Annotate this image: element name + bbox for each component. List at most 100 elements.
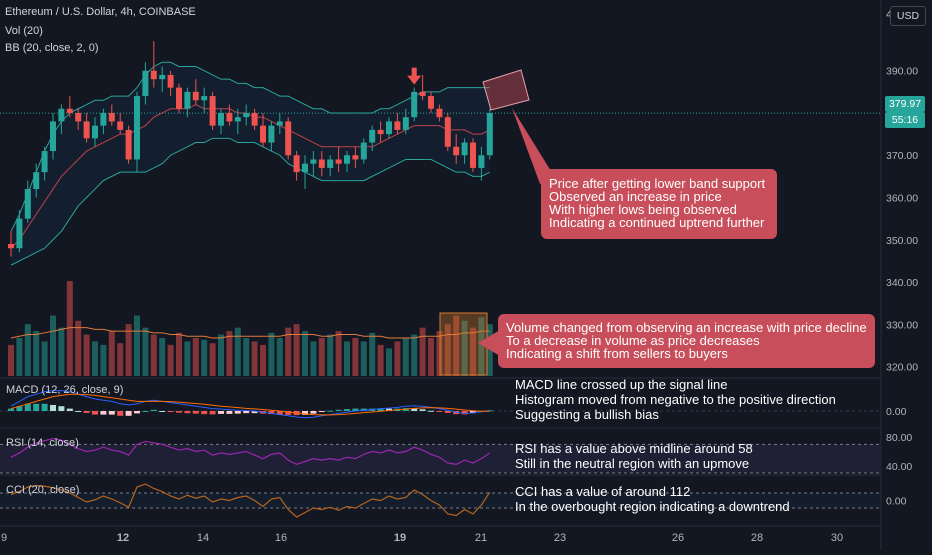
grid-lines — [0, 0, 882, 550]
top-axis-fragment: 4 — [886, 9, 892, 21]
volume-bar — [394, 341, 401, 376]
candle-body — [176, 87, 182, 109]
candlestick-series[interactable] — [8, 41, 493, 257]
currency-button[interactable]: USD — [890, 6, 926, 26]
macd-histogram-bar — [167, 411, 174, 412]
candle-body — [243, 112, 250, 118]
macd-histogram-bar — [66, 408, 73, 411]
volume-bar — [360, 341, 367, 376]
macd-histogram-bar — [108, 411, 115, 415]
volume-bar — [453, 315, 460, 376]
price-annotation-callout[interactable] — [541, 169, 777, 239]
candle-body — [125, 129, 132, 160]
bollinger-indicator-label[interactable]: BB (20, close, 2, 0) — [5, 42, 99, 54]
macd-note-line-2: Histogram moved from negative to the pos… — [515, 392, 836, 407]
macd-histogram-bar — [428, 410, 434, 412]
macd-histogram-bar — [386, 408, 392, 411]
volume-annotation-callout[interactable] — [498, 314, 875, 368]
volume-bar — [352, 338, 359, 376]
volume-note-line-3: Indicating a shift from sellers to buyer… — [506, 346, 728, 361]
volume-bar — [108, 331, 115, 376]
candle-body — [360, 142, 367, 160]
macd-histogram-bar — [8, 408, 14, 411]
cci-note-line-1: CCI has a value of around 112 — [515, 484, 691, 499]
price-note-line-4: Indicating a continued uptrend further — [549, 215, 765, 230]
candle-body — [377, 129, 384, 135]
macd-signal-line — [10, 393, 490, 416]
macd-indicator-label[interactable]: MACD (12, 26, close, 9) — [6, 384, 124, 396]
volume-bar — [16, 338, 23, 376]
candle-body — [344, 155, 350, 164]
volume-bar — [260, 344, 266, 376]
rsi-pane — [0, 437, 880, 474]
volume-bar — [92, 341, 98, 376]
candle-body — [142, 70, 149, 97]
candle-body — [33, 172, 40, 190]
price-tick-label: 320.00 — [886, 362, 918, 374]
volume-bar — [234, 327, 241, 376]
macd-histogram-bar — [201, 411, 208, 415]
volume-bar — [100, 344, 107, 376]
cci-line — [10, 483, 491, 518]
macd-histogram-bar — [352, 408, 359, 411]
volume-bar — [58, 327, 65, 376]
volume-bar — [444, 324, 451, 376]
candle-body — [285, 121, 292, 156]
macd-histogram-bar — [318, 411, 325, 412]
rsi-tick-label: 80.00 — [886, 432, 912, 444]
volume-bar — [470, 327, 476, 376]
time-tick-label: 28 — [751, 532, 763, 544]
axes: 390.00380.00370.00360.00350.00340.00330.… — [1, 66, 918, 544]
user-drawings[interactable] — [407, 67, 554, 376]
macd-histogram-bar — [100, 411, 107, 415]
highlight-box-price — [482, 69, 530, 111]
macd-histogram-bar — [159, 411, 166, 412]
volume-bar — [486, 324, 493, 376]
volume-bar — [24, 324, 31, 376]
candle-body — [310, 159, 317, 164]
volume-bar — [461, 320, 468, 376]
volume-bar — [125, 324, 132, 376]
volume-bar — [142, 327, 149, 376]
candle-body — [234, 117, 241, 122]
candle-body — [218, 112, 224, 126]
candle-body — [478, 155, 485, 168]
volume-bar — [8, 344, 14, 376]
rsi-indicator-label[interactable]: RSI (14, close) — [6, 437, 79, 449]
candle-body — [58, 108, 65, 122]
rsi-tick-label: 40.00 — [886, 461, 912, 473]
macd-histogram-bar — [50, 405, 56, 411]
macd-histogram-bar — [234, 411, 241, 414]
candle-body — [327, 159, 334, 168]
volume-bar — [302, 331, 308, 376]
macd-histogram-bar — [310, 411, 317, 414]
bar-countdown-tag: 55:16 — [885, 112, 925, 128]
volume-bar — [411, 334, 418, 376]
candle-body — [318, 159, 325, 168]
volume-bar — [344, 341, 350, 376]
volume-note-line-2: To a decrease in volume as price decreas… — [506, 333, 760, 348]
macd-histogram-bar — [24, 403, 31, 411]
candle-body — [201, 96, 208, 101]
macd-histogram-bar — [192, 411, 199, 414]
volume-bar — [285, 327, 292, 376]
macd-histogram-bar — [251, 411, 258, 414]
down-arrow-shaft — [411, 67, 417, 77]
macd-note-line-3: Suggesting a bullish bias — [515, 407, 659, 422]
volume-indicator-label[interactable]: Vol (20) — [5, 25, 43, 37]
price-note-line-1: Price after getting lower band support — [549, 176, 766, 191]
cci-indicator-label[interactable]: CCI (20, close) — [6, 484, 80, 496]
candle-body — [50, 121, 56, 152]
bollinger-bands — [0, 61, 881, 266]
macd-histogram-bar — [436, 411, 443, 412]
volume-bar — [83, 334, 90, 376]
volume-bar — [402, 338, 409, 376]
candle-body — [369, 129, 376, 143]
bb-lower-line — [10, 137, 491, 266]
volume-bar — [117, 343, 124, 376]
candle-body — [41, 151, 48, 173]
candle-body — [184, 91, 191, 109]
